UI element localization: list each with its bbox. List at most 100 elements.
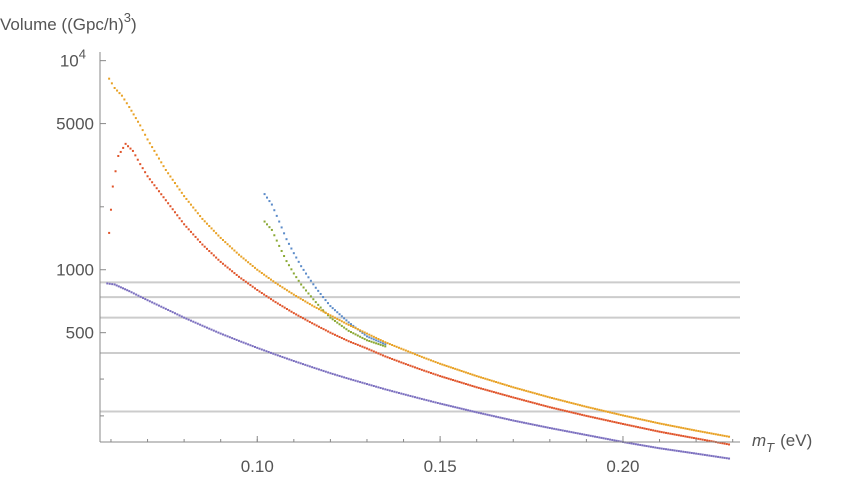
data-point bbox=[495, 391, 498, 394]
data-point bbox=[210, 227, 213, 230]
data-point bbox=[263, 293, 266, 296]
data-point bbox=[329, 331, 332, 334]
data-point bbox=[721, 434, 724, 437]
data-point bbox=[280, 249, 283, 252]
data-point bbox=[619, 413, 622, 416]
data-point bbox=[283, 306, 286, 309]
data-point bbox=[460, 407, 463, 410]
data-point bbox=[270, 228, 273, 231]
data-point bbox=[363, 333, 366, 336]
data-point bbox=[312, 298, 315, 301]
data-point bbox=[331, 332, 334, 335]
data-point bbox=[449, 378, 452, 381]
data-point bbox=[231, 337, 234, 340]
data-point bbox=[128, 290, 131, 293]
data-point bbox=[669, 424, 672, 427]
data-point bbox=[151, 146, 154, 149]
data-point bbox=[183, 316, 186, 319]
data-point bbox=[714, 433, 717, 436]
data-point bbox=[439, 402, 442, 405]
data-point bbox=[416, 367, 419, 370]
data-point bbox=[327, 371, 330, 374]
data-point bbox=[210, 252, 213, 255]
data-point bbox=[343, 338, 346, 341]
data-point bbox=[324, 370, 327, 373]
data-point bbox=[333, 319, 336, 322]
data-point bbox=[570, 411, 573, 414]
data-point bbox=[475, 411, 478, 414]
data-point bbox=[356, 380, 359, 383]
data-point bbox=[611, 411, 614, 414]
data-point bbox=[326, 302, 329, 305]
data-point bbox=[555, 428, 558, 431]
data-point bbox=[306, 364, 309, 367]
data-point bbox=[658, 447, 661, 450]
data-point bbox=[589, 415, 592, 418]
data-point bbox=[123, 98, 126, 101]
data-point bbox=[654, 429, 657, 432]
data-point bbox=[514, 397, 517, 400]
data-point bbox=[721, 456, 724, 459]
data-point bbox=[445, 364, 448, 367]
data-point bbox=[402, 362, 405, 365]
data-point bbox=[484, 377, 487, 380]
data-point bbox=[290, 268, 293, 271]
data-point bbox=[363, 338, 366, 341]
data-point bbox=[427, 371, 430, 374]
series-5 bbox=[106, 282, 731, 460]
data-point bbox=[409, 351, 412, 354]
data-point bbox=[454, 367, 457, 370]
data-point bbox=[356, 334, 359, 337]
data-point bbox=[139, 295, 142, 298]
data-point bbox=[682, 435, 685, 438]
data-point bbox=[407, 350, 410, 353]
data-point bbox=[361, 331, 364, 334]
data-point bbox=[388, 343, 391, 346]
data-point bbox=[460, 381, 463, 384]
data-point bbox=[381, 344, 384, 347]
data-point bbox=[249, 344, 252, 347]
data-point bbox=[393, 344, 396, 347]
data-point bbox=[395, 391, 398, 394]
data-point bbox=[370, 334, 373, 337]
data-point bbox=[189, 319, 192, 322]
data-point bbox=[447, 404, 450, 407]
data-point bbox=[697, 430, 700, 433]
data-point bbox=[576, 403, 579, 406]
series-1 bbox=[263, 193, 387, 346]
data-point bbox=[311, 304, 314, 307]
data-point bbox=[375, 385, 378, 388]
data-point bbox=[427, 399, 430, 402]
data-point bbox=[420, 397, 423, 400]
data-point bbox=[568, 410, 571, 413]
data-point bbox=[699, 453, 702, 456]
data-point bbox=[673, 433, 676, 436]
data-point bbox=[637, 426, 640, 429]
data-point bbox=[363, 331, 366, 334]
data-point bbox=[263, 273, 266, 276]
data-point bbox=[338, 374, 341, 377]
data-point bbox=[413, 396, 416, 399]
data-point bbox=[397, 360, 400, 363]
data-point bbox=[290, 247, 293, 250]
data-point bbox=[256, 268, 259, 271]
data-point bbox=[329, 305, 332, 308]
data-point bbox=[531, 391, 534, 394]
data-point bbox=[173, 182, 176, 185]
data-point bbox=[306, 301, 309, 304]
data-point bbox=[701, 430, 704, 433]
data-point bbox=[477, 386, 480, 389]
data-point bbox=[594, 407, 597, 410]
data-point bbox=[505, 418, 508, 421]
data-point bbox=[645, 419, 648, 422]
data-point bbox=[322, 369, 325, 372]
data-point bbox=[235, 251, 238, 254]
data-point bbox=[583, 414, 586, 417]
data-point bbox=[490, 414, 493, 417]
data-point bbox=[377, 343, 380, 346]
data-point bbox=[675, 449, 678, 452]
data-point bbox=[356, 343, 359, 346]
data-point bbox=[544, 426, 547, 429]
data-point bbox=[634, 443, 637, 446]
data-point bbox=[482, 388, 485, 391]
